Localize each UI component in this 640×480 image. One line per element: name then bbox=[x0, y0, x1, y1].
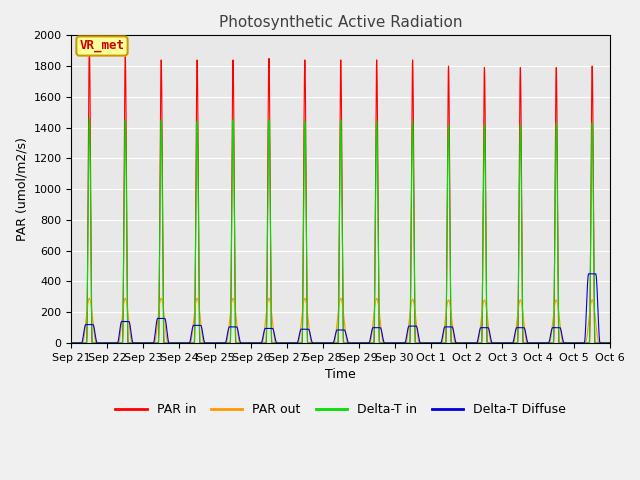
PAR out bbox=[412, 311, 419, 317]
PAR in bbox=[500, 340, 508, 346]
PAR in bbox=[86, 45, 93, 50]
Delta-T in bbox=[487, 340, 495, 346]
PAR out bbox=[500, 340, 508, 346]
PAR in bbox=[508, 340, 516, 346]
PAR out bbox=[68, 340, 76, 346]
Delta-T Diffuse bbox=[68, 340, 76, 346]
Delta-T in bbox=[68, 340, 76, 346]
PAR in bbox=[487, 340, 495, 346]
PAR in bbox=[606, 340, 614, 346]
Delta-T Diffuse bbox=[472, 340, 480, 346]
Title: Photosynthetic Active Radiation: Photosynthetic Active Radiation bbox=[219, 15, 463, 30]
Delta-T in bbox=[508, 340, 516, 346]
Delta-T Diffuse bbox=[585, 271, 593, 276]
PAR out bbox=[86, 296, 93, 301]
PAR out bbox=[487, 339, 495, 345]
Delta-T in bbox=[412, 337, 419, 343]
Line: PAR out: PAR out bbox=[72, 299, 610, 343]
Delta-T Diffuse bbox=[96, 340, 104, 346]
Line: PAR in: PAR in bbox=[72, 48, 610, 343]
Text: VR_met: VR_met bbox=[79, 39, 125, 52]
Delta-T in bbox=[86, 116, 93, 121]
Y-axis label: PAR (umol/m2/s): PAR (umol/m2/s) bbox=[15, 137, 28, 241]
Delta-T in bbox=[606, 340, 614, 346]
PAR in bbox=[68, 340, 76, 346]
Delta-T in bbox=[472, 340, 480, 346]
PAR out bbox=[508, 340, 516, 346]
Line: Delta-T in: Delta-T in bbox=[72, 119, 610, 343]
Delta-T Diffuse bbox=[508, 340, 516, 346]
PAR in bbox=[472, 340, 480, 346]
PAR out bbox=[96, 340, 104, 346]
PAR in bbox=[412, 340, 419, 346]
Delta-T Diffuse bbox=[487, 336, 495, 342]
Delta-T Diffuse bbox=[500, 340, 508, 346]
PAR out bbox=[606, 340, 614, 346]
Line: Delta-T Diffuse: Delta-T Diffuse bbox=[72, 274, 610, 343]
Delta-T in bbox=[500, 340, 508, 346]
Delta-T Diffuse bbox=[606, 340, 614, 346]
Delta-T Diffuse bbox=[412, 323, 419, 329]
X-axis label: Time: Time bbox=[325, 368, 356, 381]
PAR out bbox=[472, 340, 480, 346]
Delta-T in bbox=[96, 340, 104, 346]
Legend: PAR in, PAR out, Delta-T in, Delta-T Diffuse: PAR in, PAR out, Delta-T in, Delta-T Dif… bbox=[111, 398, 571, 421]
PAR in bbox=[96, 340, 104, 346]
